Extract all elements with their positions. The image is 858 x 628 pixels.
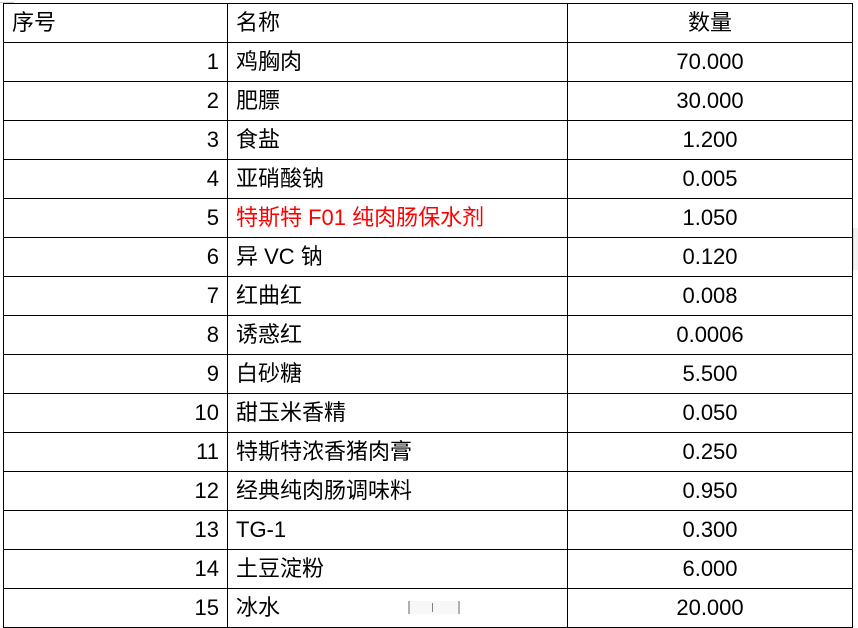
cell-name: 经典纯肉肠调味料 <box>227 471 568 511</box>
table-row[interactable]: 6 异 VC 钠 0.120 <box>3 237 853 277</box>
cell-index: 12 <box>3 471 228 511</box>
column-header-index: 序号 <box>3 3 228 43</box>
cell-quantity: 0.300 <box>567 510 853 550</box>
cell-quantity: 0.005 <box>567 159 853 199</box>
table-row[interactable]: 14 土豆淀粉 6.000 <box>3 549 853 589</box>
cell-index: 10 <box>3 393 228 433</box>
cell-index: 5 <box>3 198 228 238</box>
cell-quantity: 6.000 <box>567 549 853 589</box>
table-row[interactable]: 13 TG-1 0.300 <box>3 510 853 550</box>
cell-name: 异 VC 钠 <box>227 237 568 277</box>
cell-quantity: 1.200 <box>567 120 853 160</box>
cell-quantity: 5.500 <box>567 354 853 394</box>
cell-index: 8 <box>3 315 228 355</box>
table-row[interactable]: 11 特斯特浓香猪肉膏 0.250 <box>3 432 853 472</box>
cell-index: 6 <box>3 237 228 277</box>
column-header-quantity: 数量 <box>567 3 853 43</box>
table-row[interactable]: 9 白砂糖 5.500 <box>3 354 853 394</box>
table-row[interactable]: 10 甜玉米香精 0.050 <box>3 393 853 433</box>
cell-index: 11 <box>3 432 228 472</box>
cell-quantity: 0.008 <box>567 276 853 316</box>
cell-name: 食盐 <box>227 120 568 160</box>
table-row-highlighted[interactable]: 5 特斯特 F01 纯肉肠保水剂 1.050 <box>3 198 853 238</box>
cell-index: 4 <box>3 159 228 199</box>
cell-name: 红曲红 <box>227 276 568 316</box>
table-row[interactable]: 1 鸡胸肉 70.000 <box>3 42 853 82</box>
text-cursor-handle[interactable] <box>408 601 460 614</box>
cell-quantity: 30.000 <box>567 81 853 121</box>
table-row[interactable]: 12 经典纯肉肠调味料 0.950 <box>3 471 853 511</box>
cell-name: 白砂糖 <box>227 354 568 394</box>
cell-quantity: 1.050 <box>567 198 853 238</box>
cell-quantity: 0.120 <box>567 237 853 277</box>
cell-name: 特斯特浓香猪肉膏 <box>227 432 568 472</box>
cell-quantity: 0.0006 <box>567 315 853 355</box>
table-row[interactable]: 2 肥膘 30.000 <box>3 81 853 121</box>
cell-index: 3 <box>3 120 228 160</box>
column-header-name: 名称 <box>227 3 568 43</box>
caret-icon <box>432 603 433 612</box>
table-row[interactable]: 3 食盐 1.200 <box>3 120 853 160</box>
table-row[interactable]: 7 红曲红 0.008 <box>3 276 853 316</box>
formulation-table: 序号 名称 数量 1 鸡胸肉 70.000 2 肥膘 30.000 3 食盐 1… <box>3 3 853 628</box>
cell-quantity: 0.250 <box>567 432 853 472</box>
cell-name: TG-1 <box>227 510 568 550</box>
page-margin-guide <box>0 2 14 3</box>
table-body: 1 鸡胸肉 70.000 2 肥膘 30.000 3 食盐 1.200 4 亚硝… <box>3 42 853 628</box>
cell-name: 亚硝酸钠 <box>227 159 568 199</box>
cell-index: 1 <box>3 42 228 82</box>
table-row[interactable]: 4 亚硝酸钠 0.005 <box>3 159 853 199</box>
cell-index: 9 <box>3 354 228 394</box>
cell-name: 肥膘 <box>227 81 568 121</box>
cell-index: 7 <box>3 276 228 316</box>
cell-quantity: 0.050 <box>567 393 853 433</box>
cell-index: 13 <box>3 510 228 550</box>
cell-name-highlighted: 特斯特 F01 纯肉肠保水剂 <box>227 198 568 238</box>
cell-name: 甜玉米香精 <box>227 393 568 433</box>
cell-index: 14 <box>3 549 228 589</box>
cell-name: 土豆淀粉 <box>227 549 568 589</box>
cell-index: 2 <box>3 81 228 121</box>
cell-quantity: 0.950 <box>567 471 853 511</box>
cell-name: 冰水 <box>227 588 568 628</box>
cell-quantity: 20.000 <box>567 588 853 628</box>
scrollbar-sliver[interactable] <box>853 228 858 270</box>
cell-index: 15 <box>3 588 228 628</box>
cell-name: 鸡胸肉 <box>227 42 568 82</box>
cell-quantity: 70.000 <box>567 42 853 82</box>
table-header-row: 序号 名称 数量 <box>3 3 853 43</box>
cell-name: 诱惑红 <box>227 315 568 355</box>
table-row[interactable]: 8 诱惑红 0.0006 <box>3 315 853 355</box>
